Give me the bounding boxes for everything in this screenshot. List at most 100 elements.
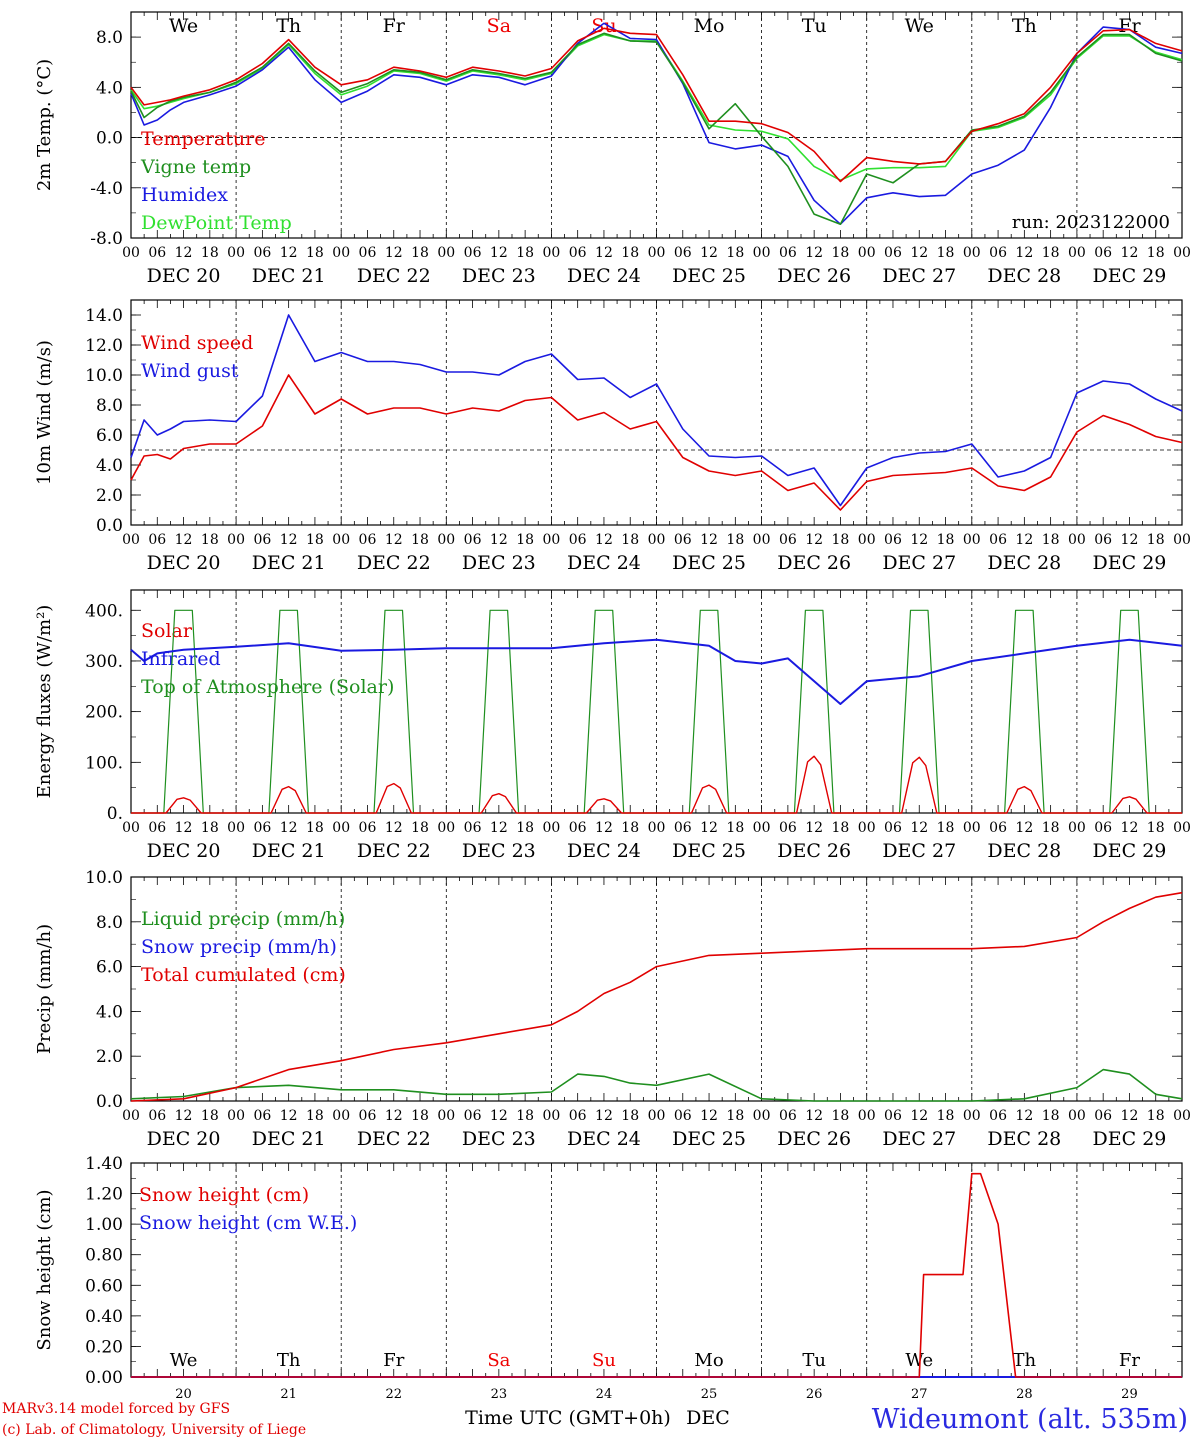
hour-tick-label: 06 <box>989 820 1007 836</box>
hour-tick-label: 00 <box>1068 820 1086 836</box>
y-tick-label: 400. <box>85 601 123 621</box>
hour-tick-label: 12 <box>595 245 613 261</box>
hour-tick-label: 18 <box>832 245 850 261</box>
series-line <box>130 27 1183 183</box>
hour-tick-label: 12 <box>1121 532 1139 548</box>
hour-tick-label: 06 <box>253 245 271 261</box>
hour-tick-label: 00 <box>963 1108 981 1124</box>
hour-tick-label: 00 <box>1173 1108 1191 1124</box>
hour-tick-label: 12 <box>280 532 298 548</box>
hour-tick-label: 18 <box>306 245 324 261</box>
weekday-label: Fr <box>1118 15 1141 37</box>
legend-entry: Snow precip (mm/h) <box>141 936 337 958</box>
hour-tick-label: 18 <box>201 820 219 836</box>
hour-tick-label: 00 <box>542 820 560 836</box>
hour-tick-label: 06 <box>359 820 377 836</box>
date-label: DEC 23 <box>462 265 536 287</box>
hour-tick-label: 12 <box>700 532 718 548</box>
hour-tick-label: 12 <box>490 245 508 261</box>
hour-tick-label: 06 <box>253 532 271 548</box>
weekday-label: Su <box>592 1350 616 1371</box>
station-label: Wideumont (alt. 535m) <box>872 1404 1188 1435</box>
hour-tick-label: 00 <box>963 245 981 261</box>
hour-tick-label: 12 <box>385 532 403 548</box>
y-tick-label: 8.0 <box>96 396 123 416</box>
hour-tick-label: 00 <box>753 532 771 548</box>
legend-entry: Top of Atmosphere (Solar) <box>141 676 394 698</box>
hour-tick-label: 00 <box>1173 245 1191 261</box>
hour-tick-label: 00 <box>858 820 876 836</box>
date-label: DEC 24 <box>567 552 641 574</box>
date-label: DEC 25 <box>672 1128 746 1150</box>
weekday-label: Th <box>277 1350 301 1371</box>
date-label: DEC 28 <box>987 840 1061 862</box>
hour-tick-label: 18 <box>726 1108 744 1124</box>
y-tick-label: 0.20 <box>85 1337 123 1357</box>
legend-entry: Snow height (cm W.E.) <box>139 1212 357 1234</box>
date-label: DEC 21 <box>252 265 326 287</box>
y-tick-label: 0.0 <box>96 1092 123 1112</box>
solar-line <box>131 755 1182 814</box>
hour-tick-label: 06 <box>569 532 587 548</box>
y-tick-label: 200. <box>85 703 123 723</box>
hour-tick-label: 00 <box>332 820 350 836</box>
hour-tick-label: 00 <box>858 1108 876 1124</box>
hour-tick-label: 06 <box>779 1108 797 1124</box>
legend-entry: Wind speed <box>141 332 253 354</box>
hour-tick-label: 18 <box>516 245 534 261</box>
hour-tick-label: 18 <box>937 1108 955 1124</box>
hour-tick-label: 00 <box>542 1108 560 1124</box>
weekday-label: We <box>170 1350 198 1371</box>
series-line <box>130 314 1183 507</box>
hour-tick-label: 06 <box>884 532 902 548</box>
hour-tick-label: 00 <box>227 1108 245 1124</box>
date-label: DEC 21 <box>252 552 326 574</box>
y-tick-label: -8.0 <box>90 229 123 249</box>
hour-tick-label: 00 <box>437 532 455 548</box>
hour-tick-label: 18 <box>621 245 639 261</box>
y-tick-label: 10.0 <box>85 366 123 386</box>
hour-tick-label: 18 <box>1042 245 1060 261</box>
hour-tick-label: 18 <box>516 820 534 836</box>
hour-tick-label: 06 <box>359 532 377 548</box>
hour-tick-label: 12 <box>1121 820 1139 836</box>
hour-tick-label: 00 <box>648 532 666 548</box>
hour-tick-label: 18 <box>306 1108 324 1124</box>
hour-tick-label: 06 <box>148 820 166 836</box>
hour-tick-label: 06 <box>359 1108 377 1124</box>
hour-tick-label: 18 <box>937 820 955 836</box>
hour-tick-label: 00 <box>1173 532 1191 548</box>
y-tick-label: 0.0 <box>96 516 123 536</box>
series-line <box>130 32 1183 225</box>
hour-tick-label: 18 <box>621 532 639 548</box>
hour-tick-label: 18 <box>306 532 324 548</box>
date-label: DEC 20 <box>147 265 221 287</box>
hour-tick-label: 12 <box>595 1108 613 1124</box>
date-label: DEC 22 <box>357 552 431 574</box>
y-tick-label: 100. <box>85 753 123 773</box>
x-axis-unit: DEC <box>686 1407 730 1429</box>
date-label: DEC 28 <box>987 1128 1061 1150</box>
date-label: DEC 23 <box>462 1128 536 1150</box>
hour-tick-label: 18 <box>832 1108 850 1124</box>
date-label: DEC 27 <box>882 552 956 574</box>
y-tick-label: 4.0 <box>96 78 123 98</box>
hour-tick-label: 06 <box>148 1108 166 1124</box>
date-label: DEC 22 <box>357 265 431 287</box>
weekday-label: Th <box>1012 15 1037 37</box>
hour-tick-label: 00 <box>437 245 455 261</box>
y-tick-label: 0.0 <box>96 129 123 149</box>
hour-tick-label: 00 <box>227 820 245 836</box>
date-label: DEC 24 <box>567 840 641 862</box>
date-number-label: 29 <box>1121 1387 1138 1402</box>
date-number-label: 22 <box>385 1387 402 1402</box>
hour-tick-label: 12 <box>595 532 613 548</box>
weekday-label: Fr <box>383 15 406 37</box>
hour-tick-label: 00 <box>332 1108 350 1124</box>
y-tick-label: 0.40 <box>85 1307 123 1327</box>
weekday-label: We <box>169 15 198 37</box>
legend-entry: Humidex <box>141 184 228 206</box>
x-axis-title: Time UTC (GMT+0h) <box>465 1407 671 1429</box>
